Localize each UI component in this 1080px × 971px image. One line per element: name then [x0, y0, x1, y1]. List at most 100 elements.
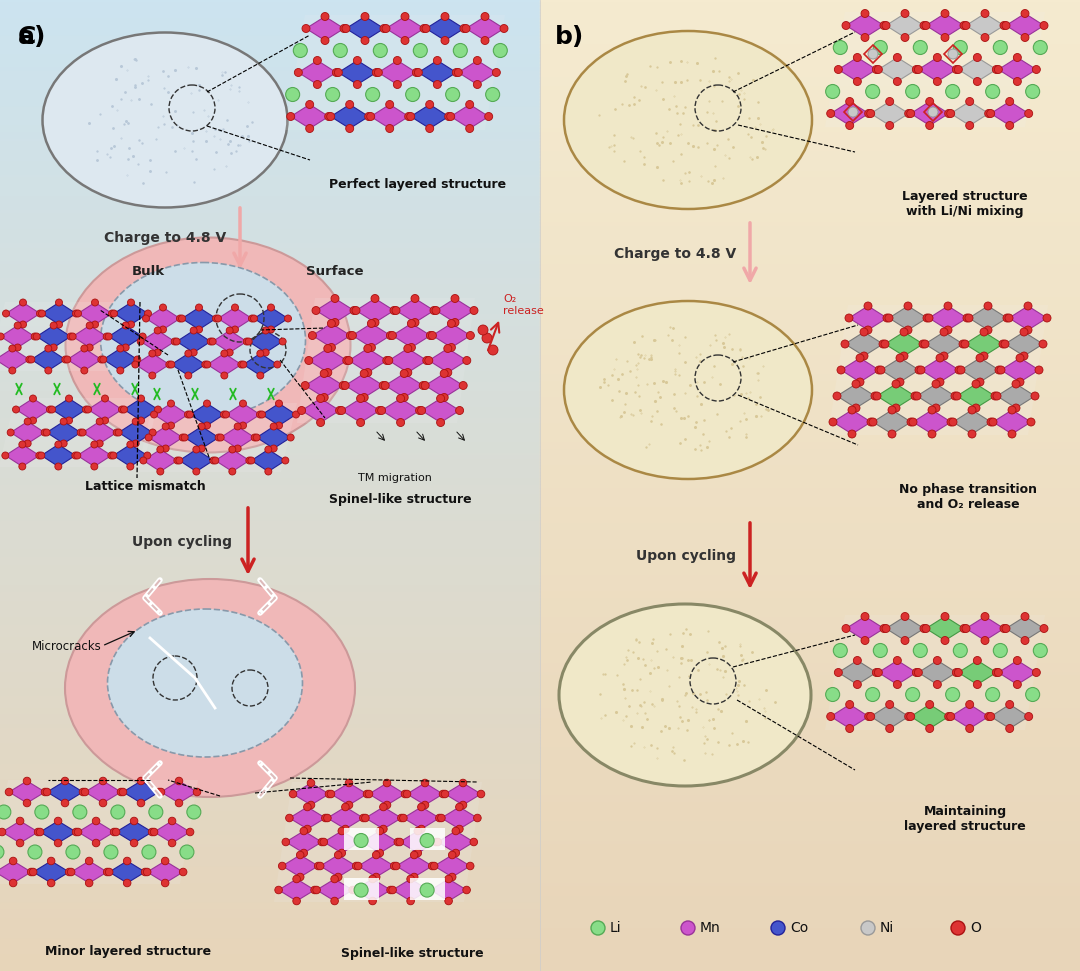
- Bar: [0, 217, 540, 221]
- Circle shape: [174, 457, 180, 464]
- Polygon shape: [1005, 14, 1044, 38]
- Circle shape: [303, 825, 311, 833]
- Circle shape: [324, 345, 332, 352]
- Bar: [0, 220, 540, 224]
- Circle shape: [202, 361, 208, 368]
- Bar: [0, 809, 540, 814]
- Bar: [540, 835, 1080, 839]
- Circle shape: [681, 921, 696, 935]
- Circle shape: [411, 318, 419, 326]
- Bar: [540, 673, 1080, 678]
- Circle shape: [1008, 406, 1016, 414]
- Polygon shape: [926, 14, 964, 38]
- Bar: [0, 430, 540, 435]
- Polygon shape: [346, 374, 383, 397]
- Bar: [0, 638, 540, 642]
- Bar: [0, 401, 540, 406]
- Circle shape: [29, 417, 37, 424]
- Circle shape: [175, 799, 183, 807]
- Bar: [0, 94, 540, 98]
- Circle shape: [285, 87, 299, 102]
- Circle shape: [102, 395, 108, 402]
- Circle shape: [968, 406, 976, 414]
- Bar: [0, 201, 540, 205]
- Circle shape: [414, 827, 421, 835]
- Bar: [0, 819, 540, 823]
- Bar: [0, 716, 540, 720]
- Bar: [540, 211, 1080, 215]
- Circle shape: [877, 366, 885, 374]
- Bar: [540, 155, 1080, 159]
- Polygon shape: [921, 358, 959, 382]
- Bar: [0, 246, 540, 251]
- Circle shape: [933, 656, 942, 664]
- Bar: [540, 42, 1080, 47]
- Polygon shape: [207, 353, 241, 376]
- Circle shape: [915, 668, 922, 677]
- Circle shape: [27, 868, 35, 876]
- Circle shape: [486, 87, 500, 102]
- Circle shape: [185, 350, 192, 357]
- Circle shape: [986, 687, 1000, 701]
- Polygon shape: [109, 325, 143, 348]
- Bar: [0, 459, 540, 464]
- Circle shape: [987, 110, 995, 117]
- Circle shape: [463, 887, 471, 893]
- Circle shape: [973, 681, 982, 688]
- Circle shape: [926, 97, 934, 106]
- Bar: [0, 644, 540, 649]
- Polygon shape: [966, 14, 1004, 38]
- Bar: [0, 466, 540, 470]
- Circle shape: [321, 13, 329, 20]
- Circle shape: [478, 325, 488, 335]
- Circle shape: [176, 315, 184, 322]
- Circle shape: [853, 656, 862, 664]
- Circle shape: [356, 394, 365, 403]
- Ellipse shape: [564, 301, 812, 479]
- Circle shape: [45, 345, 52, 352]
- Bar: [540, 852, 1080, 855]
- Bar: [540, 667, 1080, 671]
- Bar: [540, 483, 1080, 486]
- Bar: [540, 738, 1080, 742]
- Circle shape: [64, 356, 71, 363]
- Circle shape: [825, 84, 839, 98]
- Bar: [0, 770, 540, 775]
- Bar: [540, 243, 1080, 247]
- Circle shape: [31, 333, 38, 340]
- Bar: [540, 621, 1080, 625]
- Bar: [0, 796, 540, 800]
- Circle shape: [203, 400, 211, 407]
- Circle shape: [993, 668, 1000, 677]
- Circle shape: [19, 321, 27, 328]
- Circle shape: [829, 418, 837, 426]
- Circle shape: [846, 97, 853, 106]
- Bar: [0, 586, 540, 590]
- Bar: [540, 362, 1080, 367]
- Bar: [540, 29, 1080, 33]
- Bar: [540, 36, 1080, 40]
- Text: No phase transition
and O₂ release: No phase transition and O₂ release: [899, 483, 1037, 511]
- Polygon shape: [5, 445, 39, 466]
- Bar: [540, 236, 1080, 241]
- Polygon shape: [172, 353, 205, 376]
- Circle shape: [157, 468, 164, 475]
- Circle shape: [1005, 314, 1013, 322]
- Bar: [540, 162, 1080, 166]
- Circle shape: [928, 430, 936, 438]
- Circle shape: [893, 681, 902, 688]
- Bar: [540, 301, 1080, 305]
- Circle shape: [1021, 637, 1029, 645]
- Bar: [0, 680, 540, 684]
- Polygon shape: [997, 384, 1035, 408]
- Circle shape: [81, 788, 89, 796]
- Bar: [540, 799, 1080, 804]
- Circle shape: [426, 124, 434, 132]
- Circle shape: [954, 41, 968, 54]
- Circle shape: [481, 37, 489, 45]
- Circle shape: [882, 624, 890, 632]
- Circle shape: [432, 838, 440, 846]
- Circle shape: [28, 845, 42, 859]
- Bar: [540, 903, 1080, 907]
- Bar: [540, 716, 1080, 720]
